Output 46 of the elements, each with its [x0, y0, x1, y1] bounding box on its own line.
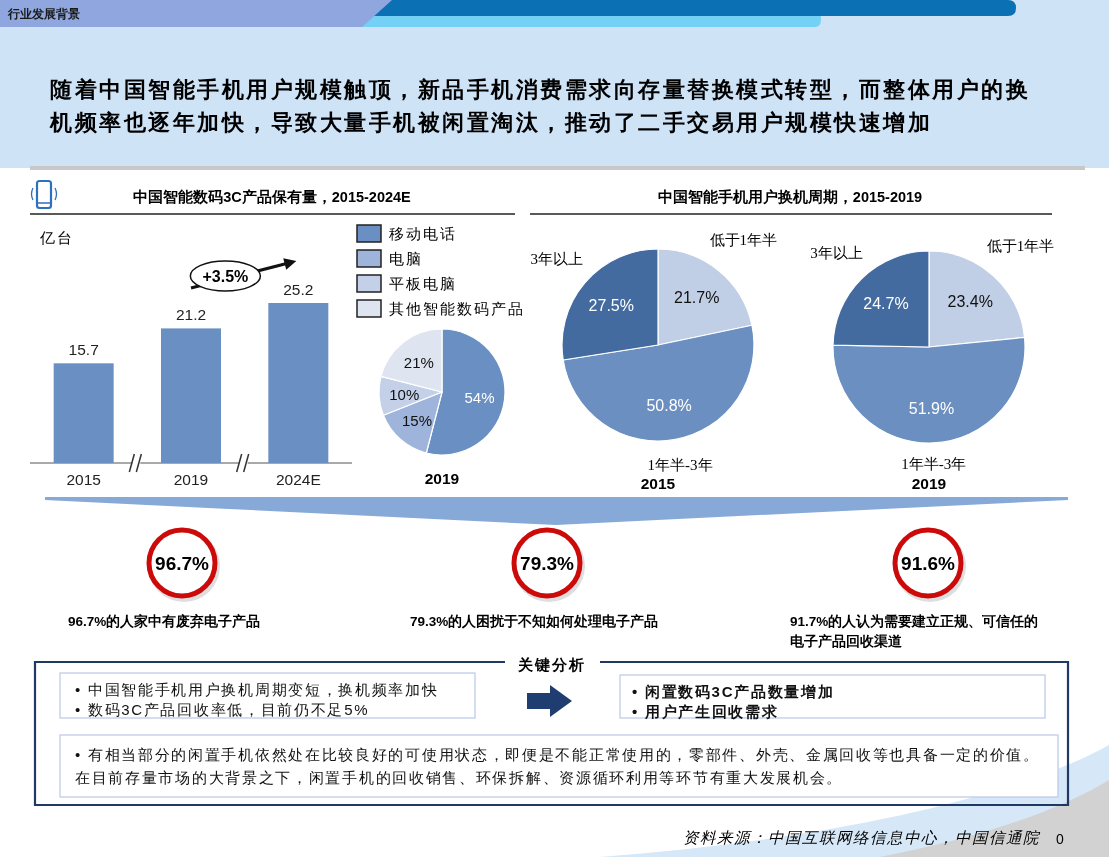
- x-tick-label: 2024E: [275, 471, 321, 488]
- data-label: 25.2: [283, 281, 314, 298]
- slice-label: 1年半-3年: [647, 456, 713, 473]
- text: +3.5%: [202, 268, 249, 285]
- data-label: 50.8%: [646, 397, 692, 415]
- text: 0: [1056, 831, 1064, 847]
- data-label: 27.5%: [588, 297, 634, 315]
- data-label: 10%: [389, 386, 420, 404]
- data-label: 15.7: [68, 341, 99, 359]
- text: • 数码3C产品回收率低，目前仍不足5%: [75, 701, 370, 718]
- slice-label: 1年半-3年: [901, 456, 967, 473]
- data-label: 21%: [403, 354, 434, 372]
- text: 随着中国智能手机用户规模触顶，新品手机消费需求向存量替换模式转型，而整体用户的换机频率也逐年加快，导致大量手机被闲置淘汰，推动了二手交易用户规模快速增加: [49, 77, 1030, 135]
- x-tick-label: 2015: [66, 471, 101, 488]
- data-label: 21.7%: [674, 289, 720, 307]
- data-label: 51.9%: [908, 400, 955, 418]
- data-label: 54%: [464, 388, 495, 406]
- text: • 有相当部分的闲置手机依然处在比较良好的可使用状态，即便是不能正常使用的，零部件、外壳、金属回收等也具备一定的价值。在目前存量市场的大背景之下，闲置手机的回收销售、环保拆解、资源循环利用等环节有重大发展机会。: [75, 746, 1040, 786]
- legend-label: 电脑: [389, 251, 423, 267]
- x-tick-label: 2019: [173, 471, 209, 488]
- text: • 闲置数码3C产品数量增加: [632, 683, 835, 700]
- data-label: 15%: [401, 412, 433, 430]
- legend-label: 平板电脑: [389, 276, 457, 292]
- text: 79.3%: [520, 553, 575, 574]
- text: 行业发展背景: [7, 7, 80, 21]
- chart-title: 中国智能手机用户换机周期，2015-2019: [657, 188, 923, 205]
- text: 资料来源：中国互联网络信息中心，中国信通院: [683, 829, 1041, 846]
- slice-label: 低于1年半: [709, 231, 778, 248]
- chart-title: 中国智能数码3C产品保有量，2015-2024E: [133, 189, 412, 205]
- legend-label: 其他智能数码产品: [389, 301, 525, 317]
- text: 91.7%的人认为需要建立正规、可信任的电子产品回收渠道: [790, 613, 1039, 649]
- text: • 用户产生回收需求: [632, 703, 779, 720]
- data-label: 23.4%: [947, 293, 993, 311]
- text: • 中国智能手机用户换机周期变短，换机频率加快: [75, 681, 439, 698]
- text: 91.6%: [901, 553, 956, 574]
- legend-label: 移动电话: [389, 226, 457, 242]
- text: 96.7%: [155, 553, 210, 574]
- slice-label: 3年以上: [530, 250, 583, 267]
- slice-label: 3年以上: [810, 244, 863, 261]
- text: 关键分析: [517, 656, 586, 673]
- slice-label: 低于1年半: [986, 237, 1055, 254]
- data-label: 24.7%: [863, 295, 909, 313]
- y-axis-title: 亿台: [39, 230, 74, 246]
- data-label: 21.2: [175, 306, 207, 324]
- text: 96.7%的人家中有废弃电子产品: [68, 613, 261, 629]
- text: 79.3%的人困扰于不知如何处理电子产品: [410, 613, 659, 629]
